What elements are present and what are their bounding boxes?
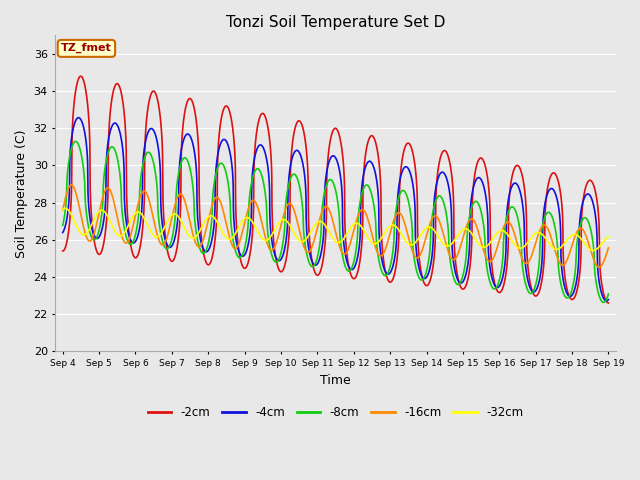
Text: TZ_fmet: TZ_fmet bbox=[61, 43, 112, 53]
Legend: -2cm, -4cm, -8cm, -16cm, -32cm: -2cm, -4cm, -8cm, -16cm, -32cm bbox=[143, 401, 528, 424]
Title: Tonzi Soil Temperature Set D: Tonzi Soil Temperature Set D bbox=[226, 15, 445, 30]
Y-axis label: Soil Temperature (C): Soil Temperature (C) bbox=[15, 129, 28, 258]
X-axis label: Time: Time bbox=[320, 373, 351, 386]
